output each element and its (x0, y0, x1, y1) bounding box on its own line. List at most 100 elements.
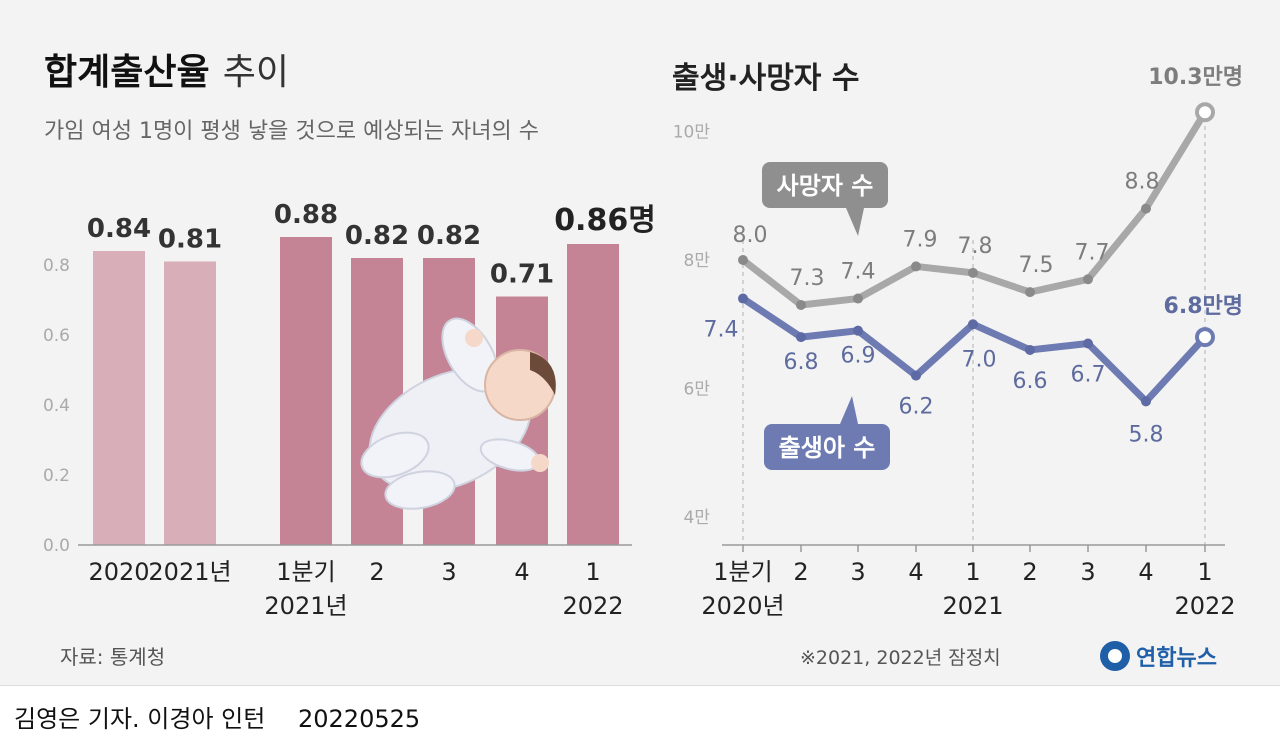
births-deaths-panel (650, 0, 1280, 685)
fertility-bar-value: 0.86명 (554, 203, 656, 238)
death-point-marker (738, 255, 748, 265)
death-point-marker (968, 267, 978, 278)
death-point-label: 8.8 (1125, 170, 1160, 195)
credit-text: 김영은 기자. 이경아 인턴 (14, 705, 265, 733)
left-y-axis: 0.0 0.2 0.4 0.6 0.8 (43, 256, 70, 556)
fertility-bar-value: 0.81 (158, 225, 222, 255)
left-subtitle: 가임 여성 1명이 평생 낳을 것으로 예상되는 자녀의 수 (44, 119, 539, 144)
fertility-bar-value: 0.88 (274, 200, 338, 230)
death-point-label: 7.5 (1019, 253, 1054, 278)
death-point-marker (911, 261, 921, 272)
birth-point-label: 6.8 (784, 350, 819, 375)
source-text: 자료: 통계청 (60, 645, 165, 669)
fertility-bar (567, 244, 619, 545)
fertility-bar-value: 0.82 (417, 221, 481, 251)
right-y-tick-label: 6만 (684, 380, 711, 400)
death-point-marker (1083, 274, 1093, 285)
note-text: ※2021, 2022년 잠정치 (800, 647, 1001, 669)
death-point-marker (1195, 102, 1215, 123)
fertility-x-label: 1분기 (276, 558, 335, 586)
baby-illustration (360, 317, 556, 510)
fertility-x-label: 2021년 (264, 592, 347, 620)
fertility-x-label: 2021년 (148, 558, 231, 586)
birth-point-marker (796, 332, 806, 343)
left-y-tick-label: 0.8 (43, 256, 70, 276)
death-point-marker (796, 299, 806, 310)
line-point-labels: 8.0 7.3 7.4 7.9 7.8 7.5 7.7 8.8 10.3만명 7.4 6.8 6.9 6… (704, 65, 1244, 447)
birth-point-marker (853, 325, 863, 336)
fertility-bar-labels: 0.84 0.810.880.82 0.820.710.86명 (87, 200, 656, 290)
fertility-x-label: 1 (585, 558, 600, 586)
left-title: 합계출산율 추이 (44, 52, 289, 93)
birth-point-label: 6.6 (1013, 369, 1048, 394)
fertility-x-label: 2022 (562, 592, 623, 620)
line-x-label: 1 (1197, 558, 1212, 586)
line-markers (738, 102, 1215, 407)
death-callout-label: 사망자 수 (777, 172, 874, 200)
line-x-labels: 1분기 2020년 2 3 4 1 2021 2 3 4 1 2022 (701, 558, 1235, 620)
birth-point-label: 7.4 (704, 318, 739, 343)
right-title: 출생·사망자 수 (672, 61, 859, 96)
birth-point-label: 6.8만명 (1164, 294, 1243, 319)
birth-callout-label: 출생아 수 (779, 434, 876, 462)
death-point-marker (1141, 203, 1151, 214)
birth-point-label: 6.2 (899, 395, 934, 420)
line-x-label: 2 (1022, 558, 1037, 586)
fertility-x-label: 3 (441, 558, 456, 586)
footer-bar (0, 685, 1280, 746)
birth-point-marker (1141, 396, 1151, 407)
left-y-tick-label: 0.4 (43, 396, 70, 416)
line-x-label: 3 (850, 558, 865, 586)
birth-callout: 출생아 수 (764, 396, 890, 470)
death-point-marker (853, 293, 863, 304)
fertility-bar-value: 0.71 (490, 260, 554, 290)
birth-point-marker (968, 319, 978, 330)
fertility-x-label: 4 (514, 558, 529, 586)
yonhap-logo-text: 연합뉴스 (1136, 645, 1217, 671)
left-y-tick-label: 0.0 (43, 536, 70, 556)
death-point-label: 10.3만명 (1148, 65, 1243, 90)
right-y-axis: 4만 6만 8만 10만 (673, 123, 711, 529)
death-point-label: 7.7 (1075, 240, 1110, 265)
line-x-label: 2 (793, 558, 808, 586)
left-y-tick-label: 0.2 (43, 466, 70, 486)
birth-point-label: 6.9 (841, 344, 876, 369)
death-point-label: 8.0 (733, 223, 768, 248)
fertility-x-label: 2020 (88, 558, 149, 586)
right-y-tick-label: 10만 (673, 123, 711, 143)
left-title-bold: 합계출산율 (44, 52, 210, 93)
death-point-label: 7.8 (958, 234, 993, 259)
line-x-label: 1분기 (713, 558, 772, 586)
birth-point-marker (1083, 338, 1093, 349)
right-y-tick-label: 4만 (684, 508, 711, 528)
fertility-bar (93, 251, 145, 545)
death-point-label: 7.4 (841, 260, 876, 285)
birth-point-marker (911, 370, 921, 381)
fertility-bar-value: 0.84 (87, 214, 151, 244)
fertility-bar (164, 261, 216, 545)
birth-point-marker (1195, 327, 1215, 348)
date-text: 20220525 (298, 705, 420, 733)
fertility-bar (280, 237, 332, 545)
right-y-tick-label: 8만 (684, 251, 711, 271)
birth-point-label: 6.7 (1071, 363, 1106, 388)
line-x-label: 1 (965, 558, 980, 586)
fertility-bar-value: 0.82 (345, 221, 409, 251)
birth-point-marker (738, 293, 748, 304)
death-point-marker (1025, 287, 1035, 298)
line-x-label: 2021 (942, 592, 1003, 620)
birth-point-marker (1025, 344, 1035, 355)
birth-point-label: 7.0 (962, 347, 997, 372)
line-x-label: 4 (908, 558, 923, 586)
death-callout: 사망자 수 (762, 162, 888, 236)
death-point-label: 7.3 (790, 266, 825, 291)
left-y-tick-label: 0.6 (43, 326, 70, 346)
death-point-label: 7.9 (903, 227, 938, 252)
line-x-label: 2022 (1174, 592, 1235, 620)
fertility-x-label: 2 (369, 558, 384, 586)
line-x-label: 3 (1080, 558, 1095, 586)
line-x-label: 4 (1138, 558, 1153, 586)
yonhap-logo: 연합뉴스 (1100, 641, 1217, 671)
